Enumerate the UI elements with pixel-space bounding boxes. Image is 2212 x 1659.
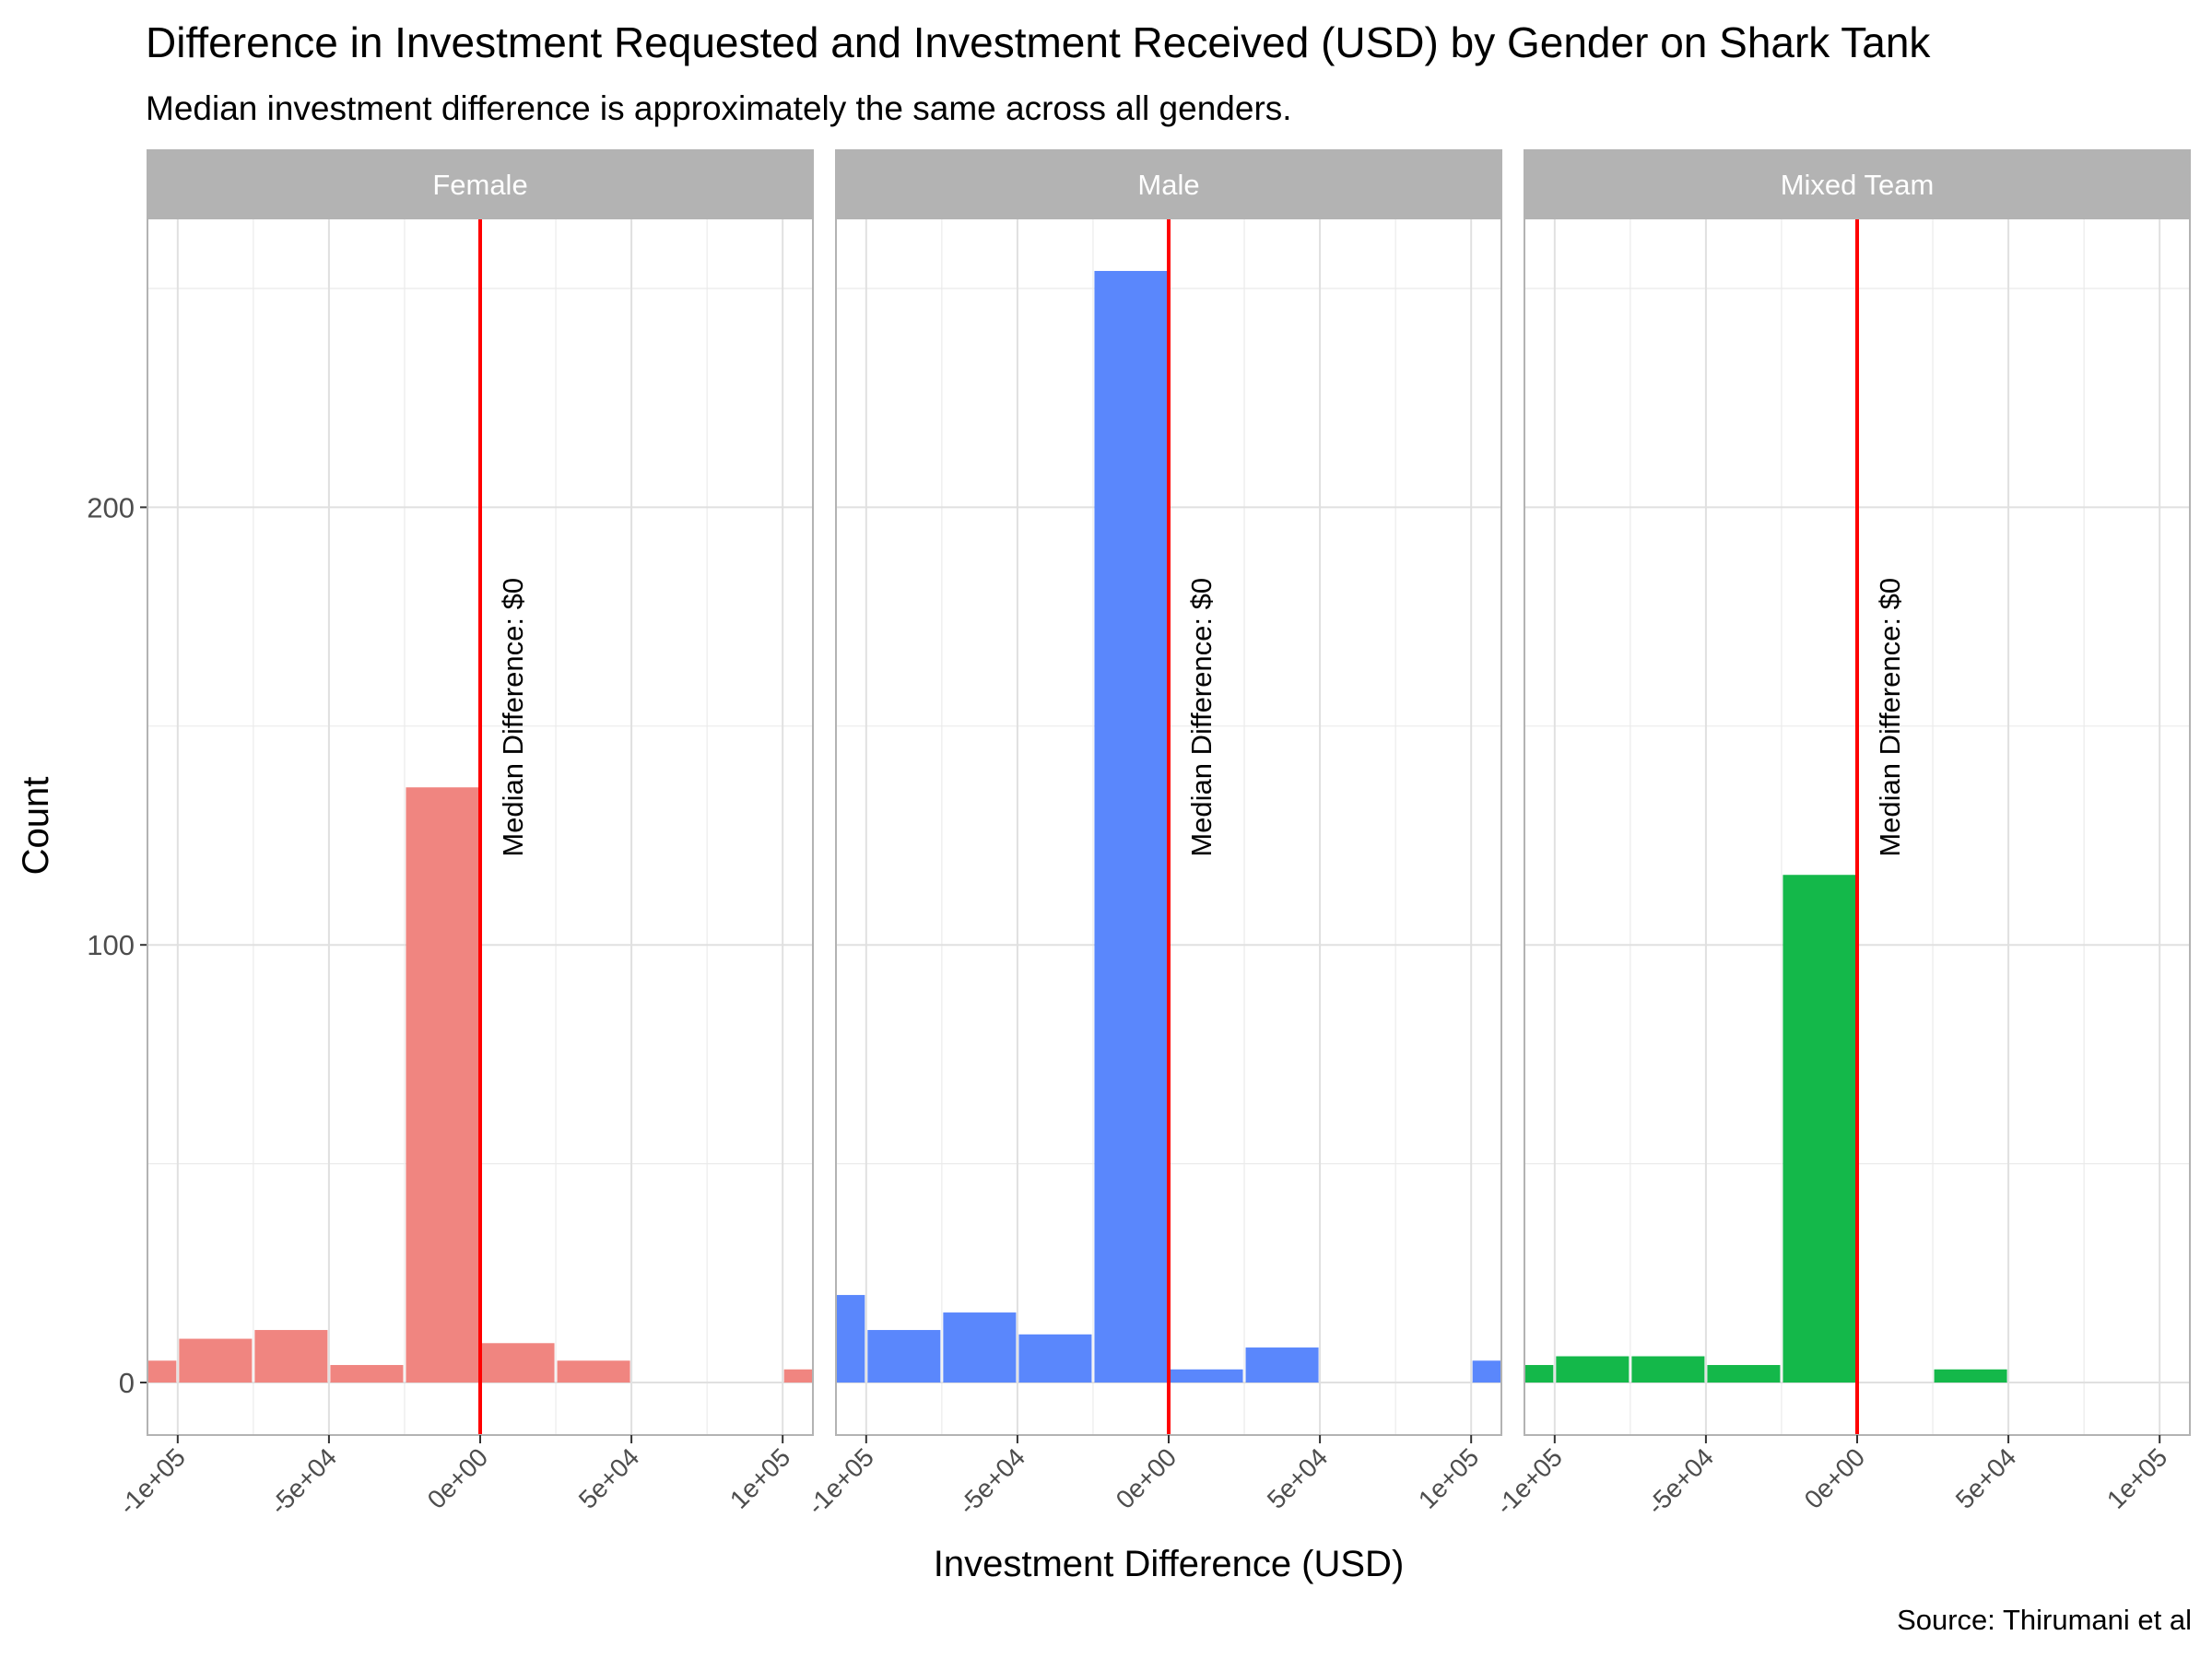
- x-tick-label: -1e+05: [802, 1442, 879, 1520]
- histogram-bar: [1472, 1360, 1501, 1383]
- x-tick-label: 1e+05: [2101, 1442, 2173, 1514]
- x-tick-label: 0e+00: [422, 1442, 494, 1514]
- x-tick-label: 1e+05: [724, 1442, 796, 1514]
- chart-subtitle: Median investment difference is approxim…: [146, 89, 1292, 127]
- facet-panel-mixed-team: Median Difference: $0 Mixed Team -1e+05 -5e…: [1490, 149, 2191, 1520]
- histogram-bar: [1934, 1369, 2007, 1383]
- chart-caption: Source: Thirumani et al: [1897, 1604, 2192, 1636]
- histogram-bar: [179, 1338, 253, 1383]
- bars: [1524, 875, 2007, 1383]
- bars: [836, 270, 1501, 1383]
- y-tick-label: 100: [87, 929, 135, 961]
- x-tick-label: 5e+04: [1950, 1442, 2022, 1514]
- facet-strip-label: Mixed Team: [1781, 169, 1935, 201]
- histogram-bar: [1524, 1365, 1554, 1383]
- histogram-bar: [1707, 1365, 1781, 1383]
- x-tick-label: 0e+00: [1799, 1442, 1871, 1514]
- histogram-bar: [254, 1330, 328, 1383]
- histogram-bar: [557, 1360, 630, 1383]
- histogram-bar: [481, 1343, 555, 1383]
- histogram-bar: [1783, 875, 1856, 1383]
- histogram-bar: [836, 1295, 865, 1383]
- x-tick-label: -5e+04: [953, 1442, 1030, 1520]
- facet-panel-female: Median Difference: $0 Female -1e+05 -5e+04 0…: [113, 149, 814, 1520]
- histogram-bar: [783, 1369, 813, 1383]
- histogram-bar: [330, 1365, 404, 1383]
- x-tick-label: 0e+00: [1111, 1442, 1182, 1514]
- y-axis-title: Count: [16, 777, 56, 876]
- facet-strip: [835, 149, 1502, 219]
- facet-strip: [147, 149, 814, 219]
- histogram-bar: [1170, 1369, 1243, 1383]
- x-tick-label: 5e+04: [573, 1442, 645, 1514]
- histogram-bar: [1245, 1347, 1319, 1383]
- x-tick-label: -1e+05: [1490, 1442, 1568, 1520]
- histogram-bar: [867, 1330, 941, 1383]
- y-tick-label: 200: [87, 491, 135, 524]
- x-axis-title: Investment Difference (USD): [934, 1544, 1405, 1584]
- histogram-bar: [1018, 1334, 1092, 1383]
- facet-strip-label: Female: [432, 169, 527, 201]
- histogram-bar: [406, 787, 479, 1383]
- median-annotation: Median Difference: $0: [1874, 578, 1906, 857]
- y-tick-label: 0: [119, 1367, 135, 1399]
- histogram-bar: [1556, 1356, 1630, 1383]
- histogram-bar: [147, 1360, 177, 1383]
- facet-strip-label: Male: [1137, 169, 1199, 201]
- chart-title: Difference in Investment Requested and I…: [146, 18, 1931, 66]
- histogram-bar: [1094, 270, 1168, 1383]
- x-tick-label: -5e+04: [265, 1442, 342, 1520]
- facet-strip: [1524, 149, 2191, 219]
- median-annotation: Median Difference: $0: [1185, 578, 1218, 857]
- x-tick-label: 5e+04: [1262, 1442, 1334, 1514]
- histogram-bar: [1631, 1356, 1705, 1383]
- x-tick-label: -5e+04: [1641, 1442, 1719, 1520]
- x-tick-label: 1e+05: [1413, 1442, 1485, 1514]
- x-tick-label: -1e+05: [113, 1442, 191, 1520]
- median-annotation: Median Difference: $0: [497, 578, 529, 857]
- bars: [147, 787, 813, 1383]
- histogram-bar: [943, 1312, 1017, 1383]
- facet-panel-male: Median Difference: $0 Male -1e+05 -5e+04 0e+…: [802, 149, 1502, 1520]
- facet-panels: 0 100 200 Median Difference: $0 Female -1e+05…: [87, 149, 2191, 1520]
